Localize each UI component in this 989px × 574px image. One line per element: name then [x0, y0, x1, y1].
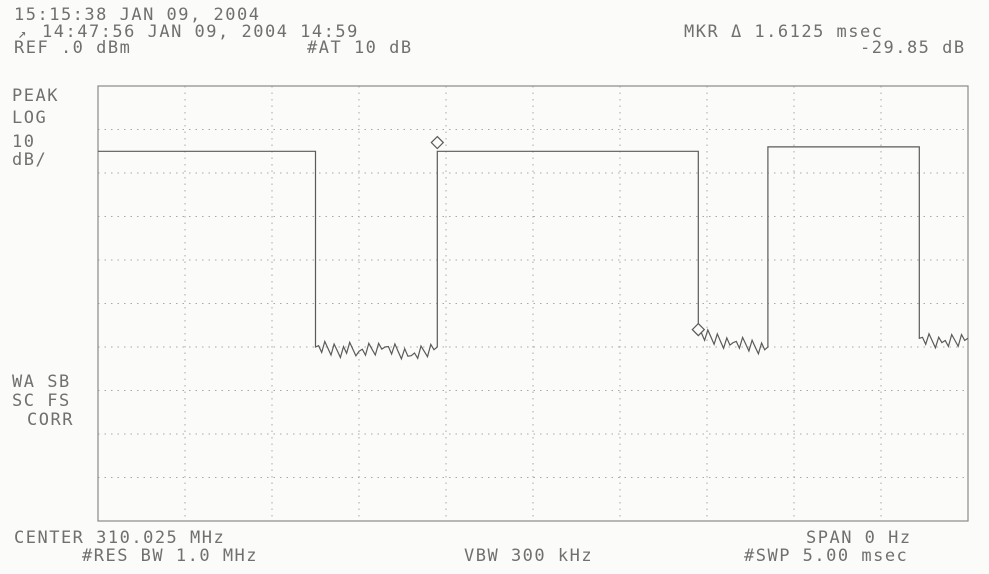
center-frequency: CENTER 310.025 MHz [14, 528, 226, 548]
marker-delta-level: -29.85 dB [860, 38, 966, 58]
video-bandwidth: VBW 300 kHz [464, 546, 594, 566]
trace-line [98, 146, 969, 361]
plot-frame [97, 85, 969, 522]
graticule [98, 86, 968, 521]
resolution-bandwidth: #RES BW 1.0 MHz [82, 546, 259, 566]
scale-unit: dB/ [12, 150, 48, 170]
sweep-time: #SWP 5.00 msec [744, 546, 909, 566]
trace-memory-icon: ↗ [18, 26, 27, 42]
marker-delta-time: MKR Δ 1.6125 msec [684, 22, 884, 42]
span-setting: SPAN 0 Hz [806, 528, 912, 548]
trace-group [98, 135, 969, 361]
sc-fs-indicator: SC FS [12, 391, 71, 411]
marker-delta-diamond [691, 322, 706, 337]
scale-type: LOG [12, 108, 48, 128]
detector-mode: PEAK [12, 86, 59, 106]
timestamp-text: 15:15:38 JAN 09, 2004 [14, 5, 261, 25]
marker-reference-diamond [430, 135, 445, 150]
reference-level: REF .0 dBm [14, 38, 132, 58]
trace-timestamp-text: 14:47:56 JAN 09, 2004 14:59 [42, 22, 359, 42]
scale-value: 10 [12, 132, 36, 152]
corr-indicator: CORR [27, 410, 74, 430]
attenuation-setting: #AT 10 dB [307, 38, 413, 58]
wa-sb-indicator: WA SB [12, 372, 71, 392]
